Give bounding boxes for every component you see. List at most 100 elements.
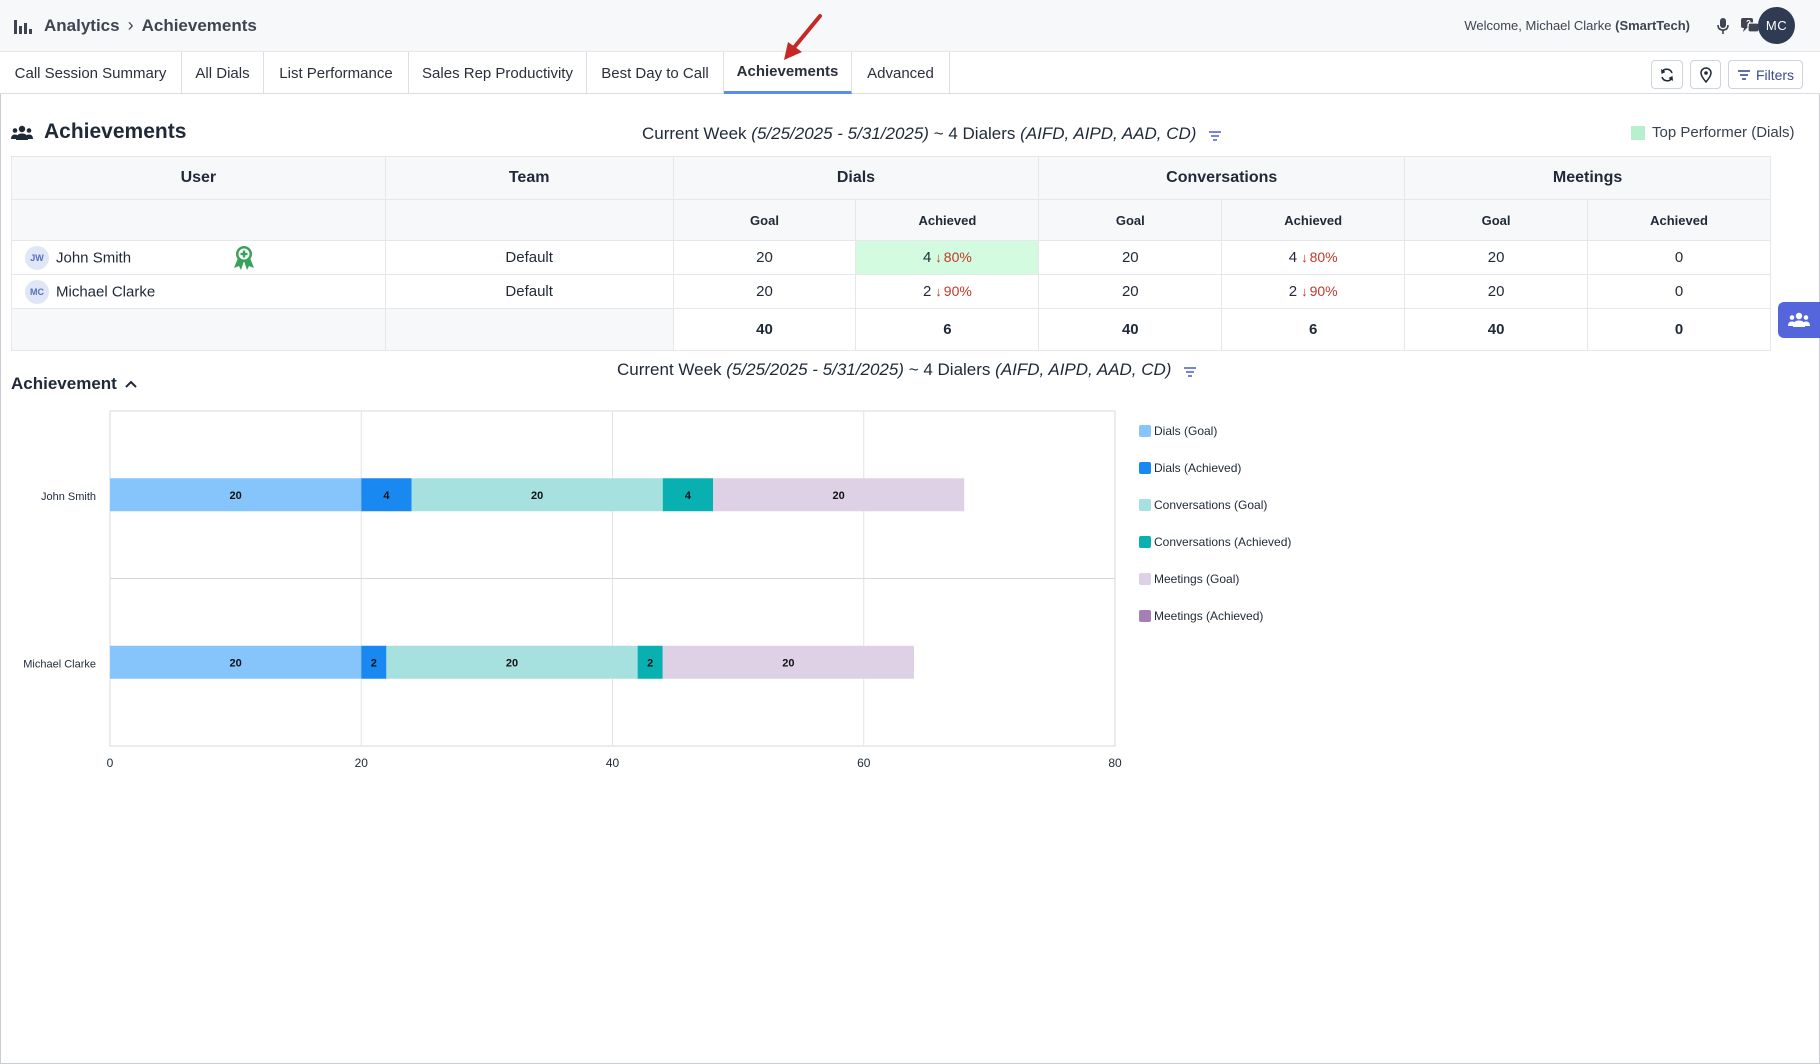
filter-icon — [1737, 69, 1750, 80]
conv-change: 90% — [1309, 283, 1338, 299]
period-prefix: Current Week — [617, 360, 727, 379]
x-tick-label: 40 — [606, 756, 620, 770]
refresh-icon — [1661, 67, 1673, 82]
conv-goal-cell: 20 — [1038, 240, 1223, 275]
header-dials: Dials — [672, 156, 1040, 200]
breadcrumb-root[interactable]: Analytics — [44, 15, 120, 35]
avatar: JW — [25, 245, 49, 270]
dials-achieved-cell: 4 ↓ 80% — [855, 240, 1040, 275]
user-name: John Smith — [56, 249, 132, 266]
period-dialers: (AIFD, AIPD, AAD, CD) — [1020, 124, 1197, 143]
subheader-meet-goal[interactable]: Goal — [1404, 199, 1589, 241]
subheader-blank-team — [384, 199, 674, 241]
bar-value-label: 2 — [371, 657, 377, 669]
pointer-arrow-annotation — [784, 14, 822, 60]
subheader-conv-achieved[interactable]: Achieved — [1221, 199, 1406, 241]
subheader-dials-goal[interactable]: Goal — [672, 199, 857, 241]
tab-advanced[interactable]: Advanced — [852, 52, 950, 94]
tab-sales-rep-productivity[interactable]: Sales Rep Productivity — [409, 52, 587, 94]
header-meetings: Meetings — [1404, 156, 1771, 200]
table-subheader-row: Goal Achieved Goal Achieved Goal Achieve… — [11, 199, 1771, 241]
totals-row: 40 6 40 6 40 0 — [11, 308, 1771, 351]
legend-item[interactable]: Dials (Goal) — [1139, 424, 1217, 438]
legend-item[interactable]: Meetings (Achieved) — [1139, 609, 1263, 623]
period-range: (5/25/2025 - 5/31/2025) — [726, 360, 904, 379]
bar-segment — [713, 478, 965, 512]
dials-change: 90% — [943, 283, 972, 299]
top-header: Analytics › Achievements Welcome, Michae… — [0, 0, 1820, 52]
breadcrumb: Analytics › Achievements — [14, 15, 257, 36]
subheader-conv-goal[interactable]: Goal — [1038, 199, 1223, 241]
legend-item[interactable]: Conversations (Achieved) — [1139, 535, 1291, 549]
legend-label: Meetings (Achieved) — [1154, 609, 1264, 623]
welcome-prefix: Welcome, — [1464, 18, 1526, 33]
legend-label: Dials (Achieved) — [1154, 461, 1242, 475]
period-dialers: (AIFD, AIPD, AAD, CD) — [995, 360, 1172, 379]
bar-segment — [361, 645, 387, 679]
tab-achievements[interactable]: Achievements — [724, 52, 852, 94]
bar-segment — [411, 478, 663, 512]
dials-achieved-cell: 2 ↓ 90% — [855, 274, 1040, 309]
legend-item[interactable]: Dials (Achieved) — [1139, 461, 1241, 475]
subheader-dials-achieved[interactable]: Achieved — [855, 199, 1040, 241]
meet-achieved-cell: 0 — [1587, 274, 1771, 309]
total-meet-goal: 40 — [1404, 308, 1589, 351]
chevron-up-icon[interactable] — [124, 377, 138, 391]
total-conv-achieved: 6 — [1221, 308, 1406, 351]
analytics-bar-chart-icon — [14, 18, 32, 34]
page-title: Achievements — [44, 120, 187, 143]
totals-blank-user — [11, 308, 386, 351]
period-summary-chart: Current Week (5/25/2025 - 5/31/2025) ~ 4… — [617, 360, 1171, 380]
achievements-table: User Team Dials Conversations Meetings G… — [11, 156, 1771, 351]
period-filter-icon[interactable] — [1208, 130, 1222, 142]
tab-all-dials[interactable]: All Dials — [182, 52, 264, 94]
users-group-icon — [1788, 312, 1810, 327]
top-performer-legend-label: Top Performer (Dials) — [1652, 124, 1795, 141]
decrease-indicator: ↓ 90% — [935, 283, 972, 299]
chat-help-icon[interactable]: ? — [1740, 16, 1760, 36]
achievement-section-toggle[interactable]: Achievement — [11, 374, 117, 393]
header-team[interactable]: Team — [384, 156, 674, 200]
x-tick-label: 0 — [107, 756, 114, 770]
location-button[interactable] — [1690, 60, 1721, 89]
legend-swatch — [1139, 499, 1151, 511]
tab-list-performance[interactable]: List Performance — [264, 52, 409, 94]
chart-period-filter-icon[interactable] — [1183, 366, 1197, 378]
bar-segment — [386, 645, 638, 679]
legend-item[interactable]: Meetings (Goal) — [1139, 572, 1239, 586]
conv-achieved-cell: 2 ↓ 90% — [1221, 274, 1406, 309]
conv-goal-cell: 20 — [1038, 274, 1223, 309]
chevron-right-icon: › — [127, 15, 134, 35]
refresh-button[interactable] — [1651, 60, 1683, 89]
legend-label: Conversations (Achieved) — [1154, 535, 1292, 549]
breadcrumb-current: Achievements — [141, 15, 257, 35]
arrow-down-icon: ↓ — [935, 250, 942, 265]
award-ribbon-icon — [234, 246, 254, 270]
total-dials-goal: 40 — [672, 308, 857, 351]
user-avatar[interactable]: MC — [1758, 7, 1795, 44]
x-tick-label: 60 — [857, 756, 871, 770]
bar-value-label: 2 — [647, 657, 653, 669]
tab-bar: Call Session Summary All Dials List Perf… — [0, 52, 1820, 94]
subheader-meet-achieved[interactable]: Achieved — [1587, 199, 1771, 241]
legend-swatch — [1139, 536, 1151, 548]
header-user[interactable]: User — [11, 156, 386, 200]
arrow-down-icon: ↓ — [1301, 250, 1308, 265]
bar-value-label: 4 — [685, 490, 692, 502]
bar-value-label: 20 — [230, 657, 242, 669]
period-prefix: Current Week — [642, 124, 752, 143]
filters-button[interactable]: Filters — [1728, 60, 1803, 89]
legend-item[interactable]: Conversations (Goal) — [1139, 498, 1267, 512]
microphone-icon[interactable] — [1713, 16, 1733, 36]
total-conv-goal: 40 — [1038, 308, 1223, 351]
dials-goal-cell: 20 — [672, 274, 857, 309]
arrow-down-icon: ↓ — [935, 284, 942, 299]
arrow-down-icon: ↓ — [1301, 284, 1308, 299]
tab-best-day-to-call[interactable]: Best Day to Call — [587, 52, 724, 94]
bar-segment — [662, 478, 713, 512]
team-panel-toggle[interactable] — [1778, 302, 1820, 338]
y-category-label: Michael Clarke — [23, 658, 96, 670]
legend-swatch — [1139, 462, 1151, 474]
user-cell: MC Michael Clarke — [11, 274, 386, 309]
tab-call-session-summary[interactable]: Call Session Summary — [0, 52, 182, 94]
